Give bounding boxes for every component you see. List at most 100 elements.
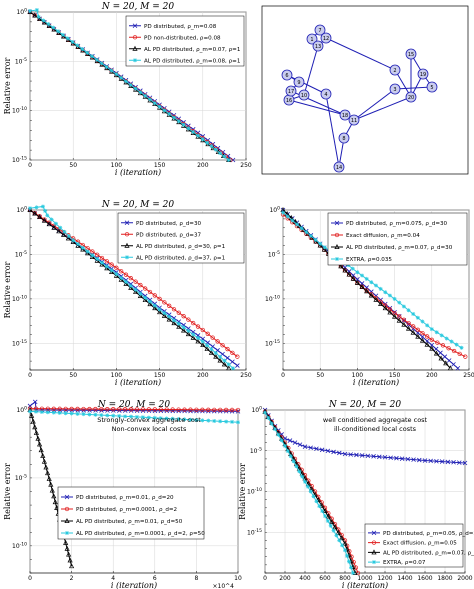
data-point — [303, 479, 307, 484]
y-axis-label: Relative error — [3, 261, 12, 318]
y-tick-exp: -10 — [273, 294, 280, 300]
network-node-label: 13 — [315, 44, 321, 50]
data-point — [230, 350, 235, 356]
data-point — [56, 29, 61, 34]
data-point — [162, 311, 167, 316]
data-point — [70, 39, 75, 44]
data-point — [188, 407, 193, 412]
data-point — [415, 327, 421, 332]
legend-entry: EXTRA, ρ=0.07 — [383, 560, 426, 566]
network-node-label: 11 — [351, 118, 357, 124]
data-point — [348, 452, 353, 457]
data-point — [40, 453, 46, 458]
network-node-label: 6 — [285, 73, 288, 79]
data-point — [87, 406, 92, 412]
data-point — [225, 346, 230, 352]
legend-entry: AL PD distributed, ρ_m=0.07, ρ_d=15 — [383, 550, 474, 556]
data-point — [152, 415, 157, 420]
data-point — [444, 336, 449, 341]
data-point — [340, 543, 345, 548]
data-point — [94, 57, 99, 62]
data-point — [51, 493, 57, 499]
network-node-label: 9 — [297, 80, 300, 86]
y-tick-label: 10-10 — [12, 541, 27, 550]
network-edge — [325, 37, 396, 71]
data-point — [290, 218, 295, 223]
data-point — [157, 104, 162, 109]
chart-title: N = 20, M = 20 — [97, 400, 171, 410]
data-point — [109, 268, 114, 273]
data-point — [401, 321, 407, 327]
data-point — [69, 563, 75, 569]
data-point — [420, 334, 425, 340]
data-point — [212, 407, 217, 412]
data-point — [339, 535, 345, 541]
data-point — [411, 457, 416, 462]
data-point — [181, 325, 186, 330]
data-point — [128, 275, 133, 281]
y-tick-label: 10-10 — [247, 487, 262, 496]
data-point — [35, 435, 41, 441]
data-point — [220, 343, 225, 348]
y-tick-exp: -15 — [20, 339, 27, 345]
data-point — [213, 353, 219, 359]
data-point — [200, 339, 205, 344]
data-point — [148, 97, 152, 102]
data-point — [138, 282, 143, 288]
network-node — [306, 33, 318, 45]
data-point — [51, 224, 57, 230]
network-node — [338, 132, 350, 144]
data-point — [200, 342, 206, 348]
legend-marker — [133, 58, 137, 63]
data-point — [46, 22, 51, 27]
legend-marker — [125, 255, 129, 260]
x-tick-label: 150 — [154, 372, 166, 379]
data-point — [185, 331, 191, 337]
data-point — [392, 313, 398, 319]
data-point — [80, 47, 85, 52]
chart-title: N = 20, M = 20 — [328, 400, 402, 410]
data-point — [204, 346, 210, 351]
y-tick-label: 10-15 — [247, 528, 262, 537]
y-tick-label: 10-15 — [12, 156, 27, 165]
data-point — [328, 523, 333, 528]
data-point — [205, 140, 210, 145]
data-point — [287, 438, 293, 443]
data-point — [415, 315, 420, 320]
network-node-label: 7 — [318, 28, 321, 34]
y-tick-label: 10-5 — [15, 473, 27, 482]
x-tick-label: 150 — [154, 162, 166, 169]
data-point — [118, 276, 124, 282]
data-point — [462, 460, 468, 466]
data-point — [291, 459, 296, 464]
data-point — [66, 551, 72, 557]
legend-marker — [334, 232, 340, 238]
data-point — [350, 266, 355, 271]
data-point — [354, 452, 359, 458]
legend-box — [117, 212, 245, 264]
y-tick-exp: -10 — [20, 541, 27, 547]
y-tick-exp: -5 — [23, 250, 28, 256]
data-point — [128, 284, 134, 290]
legend: PD distributed, ρ_m=0.08 PD non-distribut… — [125, 15, 245, 67]
y-axis-label: Relative error — [3, 463, 12, 520]
data-point — [191, 320, 196, 326]
data-point — [90, 253, 95, 258]
data-point — [273, 427, 277, 432]
data-point — [137, 293, 143, 298]
data-point — [359, 453, 365, 458]
y-tick-exp: -15 — [255, 528, 262, 534]
data-point — [305, 230, 311, 236]
y-tick-label: 10-10 — [12, 294, 27, 303]
chart-annotation: Non-convex local costs — [112, 425, 187, 433]
x-tick-label: 1600 — [417, 575, 432, 582]
data-point — [429, 337, 434, 342]
x-tick-label: 150 — [389, 372, 401, 379]
y-tick-exp: 0 — [24, 8, 27, 14]
data-point — [285, 214, 290, 219]
data-point — [428, 458, 433, 464]
data-point — [51, 406, 56, 411]
data-point — [63, 406, 68, 412]
legend-marker — [124, 242, 130, 248]
